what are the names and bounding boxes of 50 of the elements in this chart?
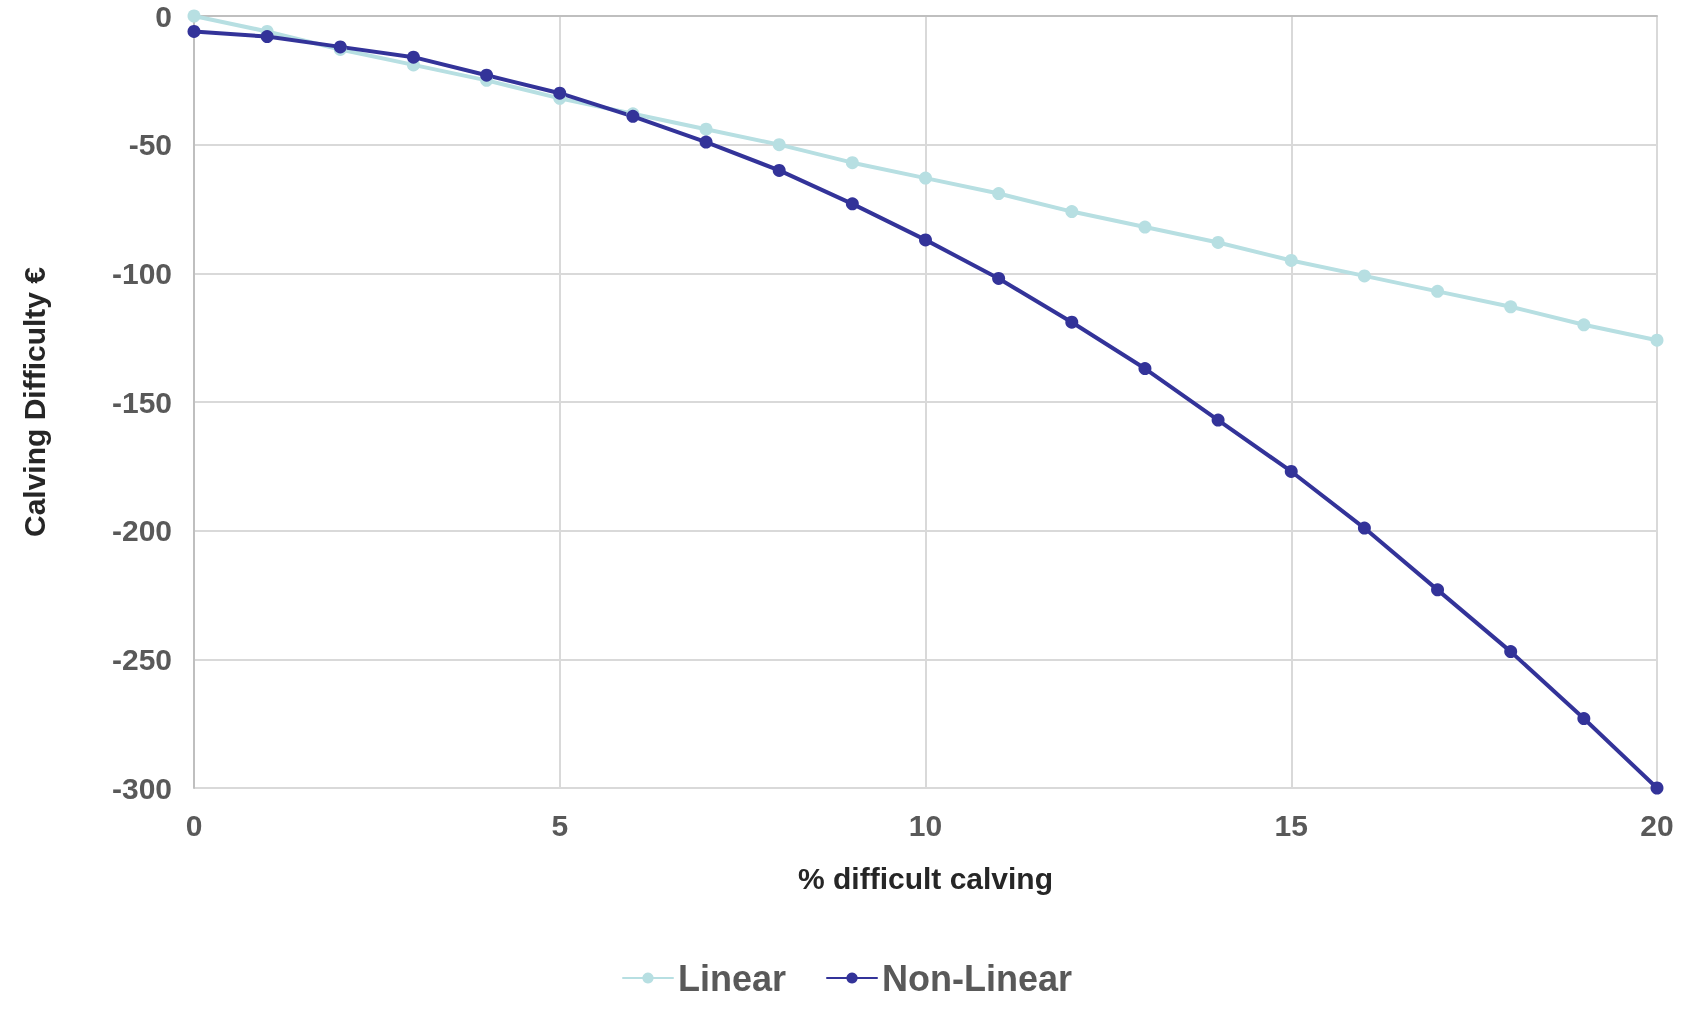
point (1650, 781, 1664, 795)
point (1577, 318, 1591, 332)
point (1284, 253, 1298, 267)
point (187, 24, 201, 38)
y-axis-title: Calving Difficulty € (17, 266, 51, 538)
point (1284, 464, 1298, 478)
point (699, 122, 713, 136)
point (1357, 269, 1371, 283)
point (1504, 645, 1518, 659)
point (919, 233, 932, 247)
point (919, 171, 932, 185)
point (1357, 521, 1371, 535)
point (1650, 333, 1664, 347)
point (1065, 205, 1079, 219)
y-tick-label: -200 (111, 514, 172, 548)
y-tick-label: -250 (111, 642, 172, 676)
x-tick-label: 0 (185, 808, 203, 842)
point (260, 30, 274, 44)
point (1138, 220, 1152, 234)
y-tick-label: -50 (128, 128, 172, 162)
point (845, 197, 859, 211)
point (1504, 300, 1518, 314)
point (992, 271, 1006, 285)
point (1431, 583, 1445, 597)
y-tick-label: -100 (111, 256, 172, 290)
point (480, 68, 494, 82)
point (187, 9, 201, 23)
legend-label: Linear (677, 957, 787, 999)
y-tick-label: 0 (155, 0, 172, 33)
point (1138, 362, 1152, 376)
point (406, 50, 420, 64)
point (699, 135, 713, 149)
point (772, 163, 786, 177)
point (1065, 315, 1079, 329)
point (1431, 284, 1445, 298)
y-tick-label: -300 (111, 771, 172, 805)
point (992, 187, 1006, 201)
x-tick-label: 20 (1640, 808, 1674, 842)
x-axis-title: % difficult calving (797, 861, 1054, 895)
point (845, 156, 859, 170)
point (1211, 413, 1225, 427)
point (772, 138, 786, 152)
point (553, 86, 567, 100)
x-tick-label: 15 (1274, 808, 1308, 842)
legend-label: Non-Linear (882, 957, 1073, 999)
point (1211, 235, 1225, 249)
x-tick-label: 10 (908, 808, 943, 842)
x-tick-label: 5 (551, 808, 569, 842)
point (1577, 712, 1591, 726)
y-tick-label: -150 (111, 385, 172, 419)
